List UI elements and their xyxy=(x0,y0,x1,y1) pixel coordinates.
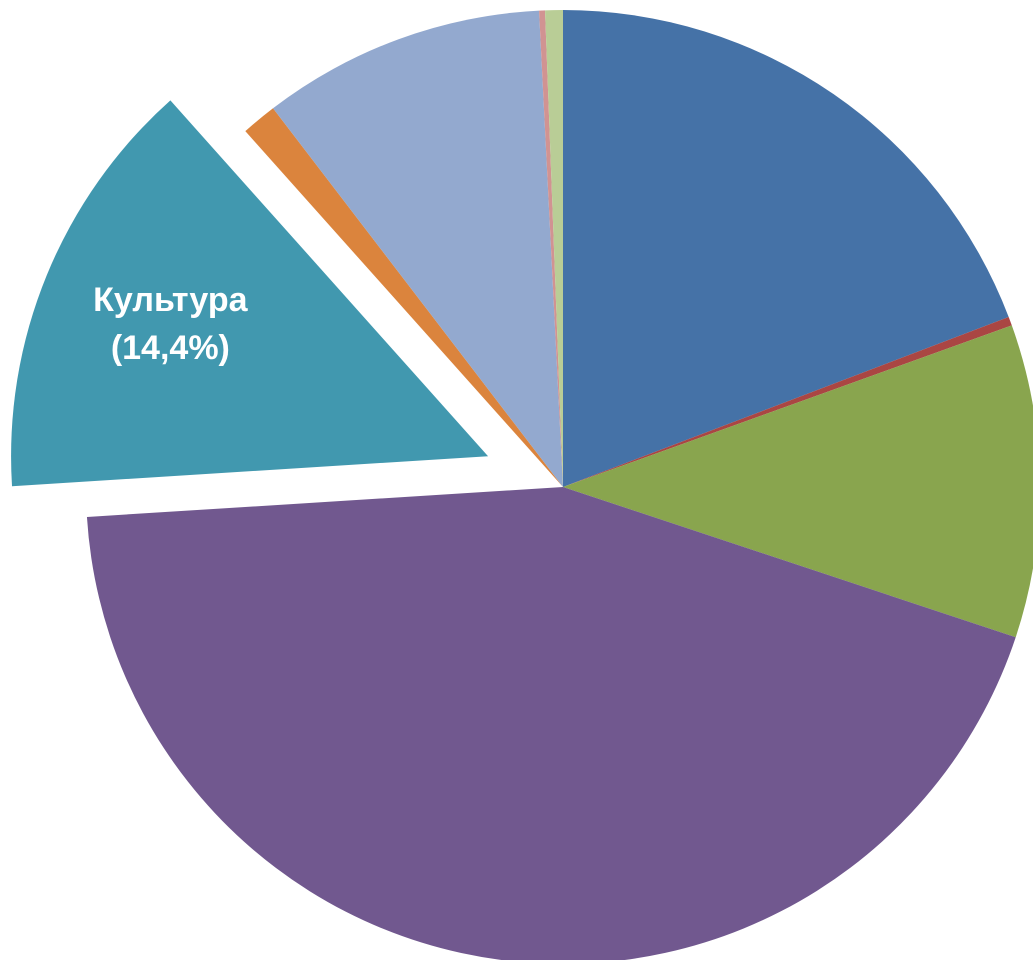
pie-slice xyxy=(539,10,563,487)
pie-slice xyxy=(563,325,1033,638)
pie-slice xyxy=(273,10,563,487)
pie-slice xyxy=(545,10,563,487)
pie-slice xyxy=(86,487,1016,960)
pie-slice xyxy=(563,316,1012,487)
pie-slice xyxy=(245,108,564,488)
slice-value-label: (14,4%) xyxy=(111,329,230,367)
pie-slice xyxy=(563,10,1009,487)
pie-slice xyxy=(11,100,489,487)
slice-label: Культура xyxy=(93,281,248,319)
